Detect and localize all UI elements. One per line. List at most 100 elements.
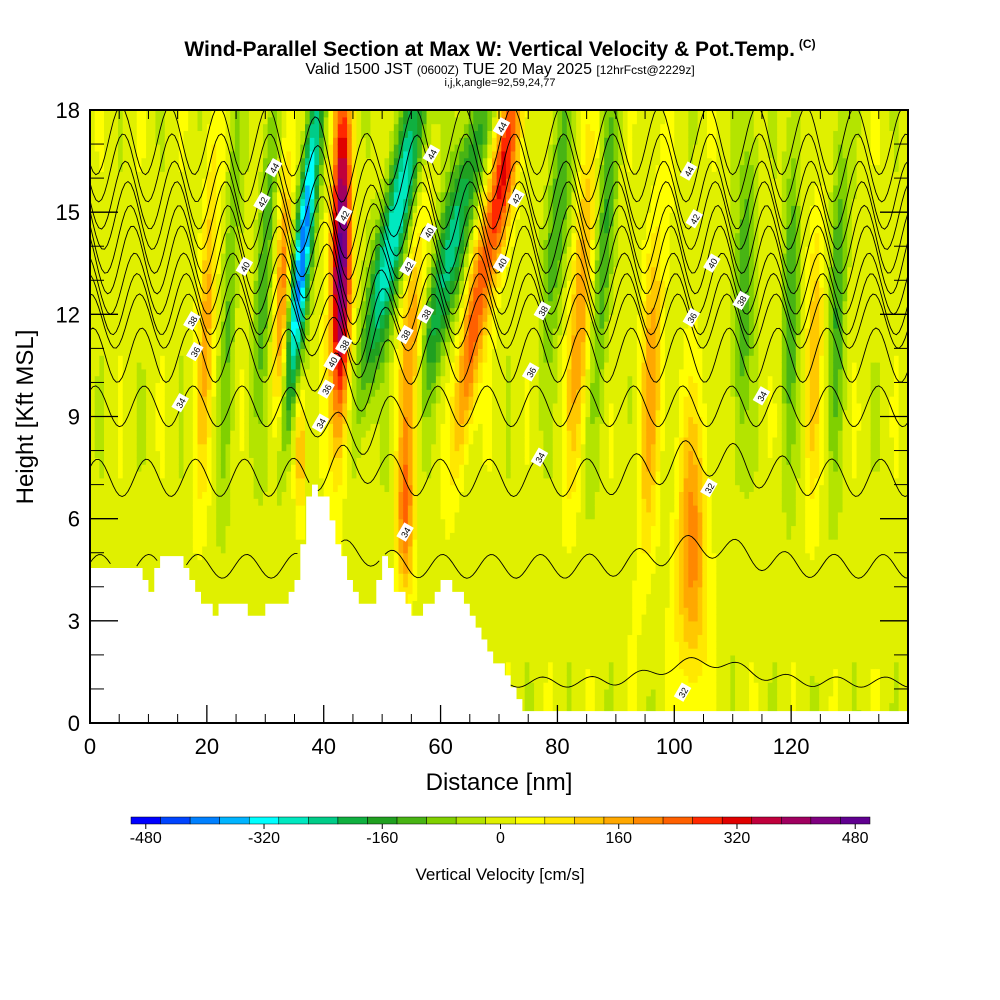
velocity-cell — [118, 144, 123, 151]
velocity-cell — [235, 539, 240, 546]
velocity-cell — [258, 525, 263, 532]
velocity-cell — [146, 560, 151, 567]
velocity-cell — [305, 362, 310, 369]
velocity-cell — [160, 444, 165, 451]
velocity-cell — [99, 376, 104, 383]
velocity-cell — [300, 233, 305, 240]
velocity-cell — [212, 192, 217, 199]
velocity-cell — [300, 124, 305, 131]
velocity-cell — [146, 546, 151, 553]
velocity-cell — [221, 389, 226, 396]
velocity-cell — [151, 430, 156, 437]
velocity-cell — [296, 335, 301, 342]
velocity-cell — [338, 519, 343, 526]
velocity-cell — [104, 294, 109, 301]
velocity-cell — [198, 144, 203, 151]
velocity-cell — [198, 437, 203, 444]
velocity-cell — [263, 512, 268, 519]
velocity-cell — [183, 382, 188, 389]
velocity-cell — [160, 396, 165, 403]
velocity-cell — [137, 301, 142, 308]
velocity-cell — [277, 519, 282, 526]
velocity-cell — [123, 144, 128, 151]
velocity-cell — [282, 478, 287, 485]
velocity-cell — [202, 158, 207, 165]
velocity-cell — [155, 376, 160, 383]
velocity-cell — [338, 158, 343, 165]
velocity-cell — [95, 212, 100, 219]
velocity-cell — [333, 137, 338, 144]
velocity-cell — [118, 539, 123, 546]
velocity-cell — [333, 491, 338, 498]
velocity-cell — [235, 342, 240, 349]
velocity-cell — [296, 519, 301, 526]
velocity-cell — [277, 437, 282, 444]
velocity-cell — [240, 396, 245, 403]
velocity-cell — [123, 226, 128, 233]
velocity-cell — [263, 355, 268, 362]
velocity-cell — [109, 464, 114, 471]
velocity-cell — [244, 491, 249, 498]
velocity-cell — [169, 410, 174, 417]
velocity-cell — [272, 192, 277, 199]
velocity-cell — [169, 539, 174, 546]
velocity-cell — [137, 348, 142, 355]
velocity-cell — [333, 369, 338, 376]
velocity-cell — [240, 519, 245, 526]
velocity-cell — [296, 525, 301, 532]
velocity-cell — [235, 478, 240, 485]
velocity-cell — [109, 314, 114, 321]
velocity-cell — [104, 532, 109, 539]
velocity-cell — [137, 362, 142, 369]
velocity-cell — [137, 124, 142, 131]
velocity-cell — [333, 144, 338, 151]
velocity-cell — [193, 335, 198, 342]
velocity-cell — [240, 491, 245, 498]
velocity-cell — [268, 539, 273, 546]
velocity-cell — [207, 512, 212, 519]
velocity-cell — [193, 546, 198, 553]
velocity-cell — [188, 491, 193, 498]
velocity-cell — [291, 539, 296, 546]
velocity-cell — [268, 444, 273, 451]
velocity-cell — [198, 498, 203, 505]
velocity-cell — [118, 498, 123, 505]
velocity-cell — [249, 539, 254, 546]
velocity-cell — [268, 124, 273, 131]
velocity-cell — [113, 539, 118, 546]
velocity-cell — [151, 505, 156, 512]
velocity-cell — [216, 478, 221, 485]
velocity-cell — [202, 478, 207, 485]
velocity-cell — [151, 253, 156, 260]
velocity-cell — [188, 144, 193, 151]
velocity-cell — [216, 328, 221, 335]
velocity-cell — [258, 389, 263, 396]
velocity-cell — [230, 280, 235, 287]
velocity-cell — [240, 430, 245, 437]
velocity-cell — [216, 485, 221, 492]
velocity-cell — [291, 566, 296, 573]
velocity-cell — [291, 130, 296, 137]
velocity-cell — [127, 430, 132, 437]
velocity-cell — [183, 444, 188, 451]
velocity-cell — [193, 124, 198, 131]
velocity-cell — [137, 505, 142, 512]
velocity-cell — [277, 444, 282, 451]
velocity-cell — [221, 410, 226, 417]
velocity-cell — [183, 498, 188, 505]
velocity-cell — [291, 151, 296, 158]
velocity-cell — [146, 491, 151, 498]
velocity-cell — [212, 287, 217, 294]
velocity-cell — [216, 546, 221, 553]
velocity-cell — [151, 233, 156, 240]
velocity-cell — [338, 124, 343, 131]
velocity-cell — [123, 444, 128, 451]
velocity-cell — [132, 362, 137, 369]
velocity-cell — [310, 314, 315, 321]
velocity-cell — [277, 539, 282, 546]
velocity-cell — [113, 287, 118, 294]
velocity-cell — [286, 485, 291, 492]
velocity-cell — [282, 410, 287, 417]
velocity-cell — [132, 553, 137, 560]
velocity-cell — [165, 382, 170, 389]
